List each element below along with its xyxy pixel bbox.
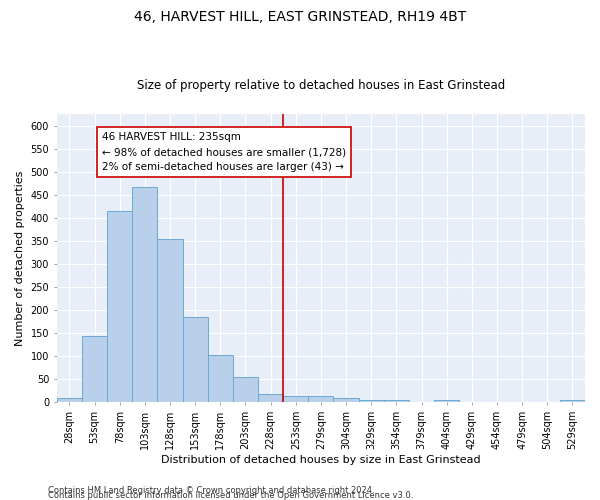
Text: Contains HM Land Registry data © Crown copyright and database right 2024.: Contains HM Land Registry data © Crown c… (48, 486, 374, 495)
Bar (308, 396, 334, 402)
Text: 46 HARVEST HILL: 235sqm
← 98% of detached houses are smaller (1,728)
2% of semi-: 46 HARVEST HILL: 235sqm ← 98% of detache… (102, 132, 346, 172)
Bar (283, 396, 308, 402)
Text: 46, HARVEST HILL, EAST GRINSTEAD, RH19 4BT: 46, HARVEST HILL, EAST GRINSTEAD, RH19 4… (134, 10, 466, 24)
Bar (258, 394, 283, 402)
X-axis label: Distribution of detached houses by size in East Grinstead: Distribution of detached houses by size … (161, 455, 481, 465)
Bar (384, 400, 409, 402)
Bar (107, 211, 132, 402)
Bar (132, 187, 157, 402)
Bar (57, 398, 82, 402)
Bar (82, 336, 107, 402)
Bar (233, 377, 258, 402)
Bar (208, 355, 233, 403)
Bar (434, 400, 459, 402)
Bar (182, 317, 208, 402)
Bar (560, 400, 585, 402)
Title: Size of property relative to detached houses in East Grinstead: Size of property relative to detached ho… (137, 79, 505, 92)
Text: Contains public sector information licensed under the Open Government Licence v3: Contains public sector information licen… (48, 491, 413, 500)
Bar (157, 238, 182, 402)
Bar (334, 398, 359, 402)
Bar (359, 400, 384, 402)
Y-axis label: Number of detached properties: Number of detached properties (15, 170, 25, 346)
